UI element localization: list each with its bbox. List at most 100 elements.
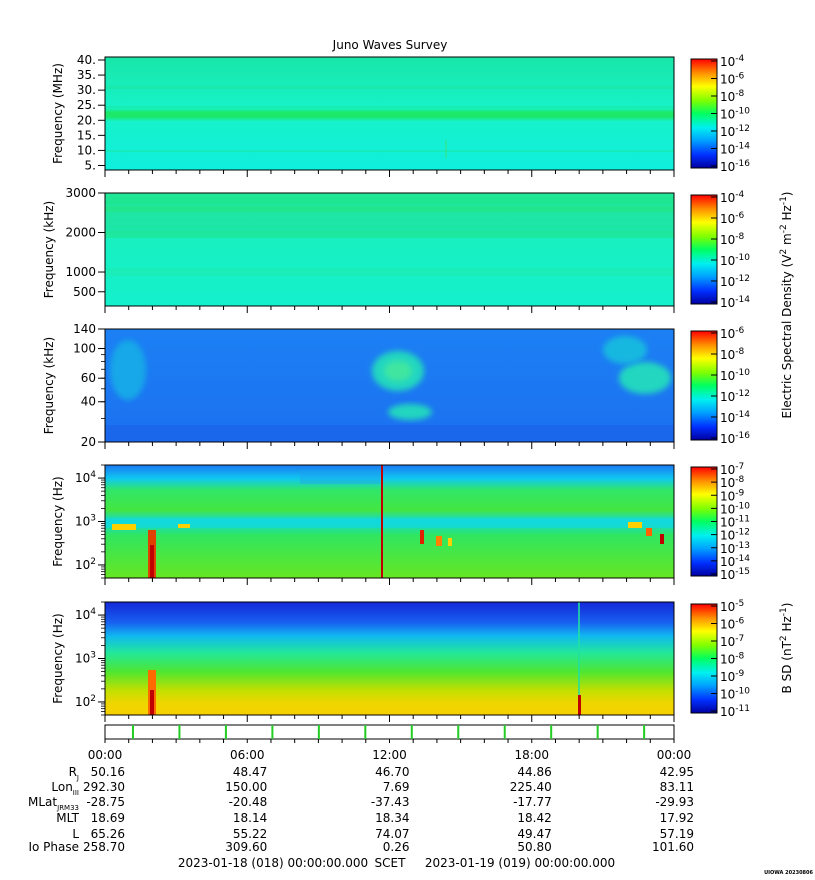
time-label: 12:00 xyxy=(372,748,407,762)
ephemeris-label: MLatJRM33 xyxy=(28,795,79,812)
time-label: 00:00 xyxy=(88,748,123,762)
panel-3-spectrogram xyxy=(105,329,674,442)
ephemeris-value: 57.19 xyxy=(660,827,694,841)
panel-1-axes: 5.10.15.20.25.30.35.40. Frequency (MHz) xyxy=(51,53,675,177)
time-label: 18:00 xyxy=(514,748,549,762)
colorbar-tick-label: 10-10 xyxy=(720,253,750,268)
ephemeris-value: 7.69 xyxy=(383,780,410,794)
colorbar-tick-label: 10-7 xyxy=(720,462,744,477)
colorbar-tick-label: 10-14 xyxy=(720,410,750,425)
y-tick-label: 104 xyxy=(75,470,96,485)
ephemeris-value: -29.93 xyxy=(655,795,694,809)
panel-2-spectrogram xyxy=(105,193,674,306)
ephemeris-value: 55.22 xyxy=(233,827,267,841)
colorbar-tick-label: 10-11 xyxy=(720,704,750,719)
y-tick-label: 102 xyxy=(75,694,96,709)
colorbar-1: 10-4 10-6 10-8 10-10 10-12 10-14 10-16 xyxy=(690,54,750,174)
ephemeris-label: Io Phase xyxy=(28,840,79,854)
footer-scet: SCET xyxy=(375,856,407,870)
colorbar-tick-label: 10-4 xyxy=(720,54,745,69)
y-tick-label: 103 xyxy=(75,514,96,529)
y-tick-label: 2000 xyxy=(65,226,96,240)
colorbar-4: 10-710-810-910-1010-1110-1210-1310-1410-… xyxy=(690,462,750,582)
colorbar-tick-label: 10-8 xyxy=(720,89,745,104)
colorbar-tick-label: 10-8 xyxy=(720,232,745,247)
y-tick-label: 40. xyxy=(77,53,96,67)
colorbar-tick-label: 10-8 xyxy=(720,475,745,490)
colorbar-tick-label: 10-10 xyxy=(720,368,750,383)
ephemeris-value: 18.69 xyxy=(91,811,125,825)
ephemeris-value: 44.86 xyxy=(517,765,551,779)
time-label: 06:00 xyxy=(230,748,265,762)
colorbar-tick-label: 10-11 xyxy=(720,515,750,530)
colorbar-tick-label: 10-9 xyxy=(720,669,745,684)
colorbar-tick-label: 10-12 xyxy=(720,528,750,543)
panel-5-axes: 102 103 104 Frequency (Hz) xyxy=(51,601,675,722)
ephemeris-value: 309.60 xyxy=(225,840,267,854)
ephemeris-value: 50.16 xyxy=(91,765,125,779)
y-tick-label: 60 xyxy=(81,371,96,385)
ephemeris-value: 17.92 xyxy=(660,811,694,825)
y-axis-label: Frequency (kHz) xyxy=(42,337,56,434)
ephemeris-value: -20.48 xyxy=(229,795,268,809)
panel-2-axes: 500 1000 2000 3000 Frequency (kHz) xyxy=(42,186,675,313)
y-tick-label: 104 xyxy=(75,607,96,622)
colorbar-label-magnetic: B SD (nT2 Hz-1) xyxy=(779,603,794,694)
y-tick-label: 30. xyxy=(77,83,96,97)
y-tick-label: 103 xyxy=(75,651,96,666)
colorbar-tick-label: 10-15 xyxy=(720,567,750,582)
footer-end-time: 2023-01-19 (019) 00:00:00.000 xyxy=(425,856,615,870)
ephemeris-label: L xyxy=(72,827,79,841)
y-tick-label: 100 xyxy=(73,342,96,356)
ephemeris-value: 292.30 xyxy=(83,780,125,794)
ephemeris-value: 18.42 xyxy=(517,811,551,825)
y-tick-label: 500 xyxy=(73,285,96,299)
ephemeris-value: 49.47 xyxy=(517,827,551,841)
colorbar-tick-label: 10-4 xyxy=(720,190,745,205)
y-tick-label: 140 xyxy=(73,322,96,336)
ephemeris-value: 18.34 xyxy=(375,811,409,825)
colorbar-tick-label: 10-16 xyxy=(720,431,750,446)
colorbar-tick-label: 10-14 xyxy=(720,554,750,569)
processing-stamp: UIOWA 20230806 xyxy=(764,870,813,876)
ephemeris-value: -17.77 xyxy=(513,795,552,809)
colorbar-tick-label: 10-6 xyxy=(720,72,745,87)
colorbar-tick-label: 10-5 xyxy=(720,599,744,614)
ephemeris-label: MLT xyxy=(56,811,79,825)
colorbar-tick-label: 10-12 xyxy=(720,124,750,139)
panel-4-axes: 102 103 104 Frequency (Hz) xyxy=(51,464,675,585)
colorbar-gradient xyxy=(690,330,718,441)
colorbar-tick-label: 10-14 xyxy=(720,295,750,310)
ephemeris-value: 18.14 xyxy=(233,811,267,825)
ephemeris-value: -28.75 xyxy=(86,795,125,809)
y-tick-label: 102 xyxy=(75,557,96,572)
y-tick-label: 25. xyxy=(77,98,96,112)
y-tick-label: 40 xyxy=(81,395,96,409)
ephemeris-value: 42.95 xyxy=(660,765,694,779)
colorbar-tick-label: 10-14 xyxy=(720,142,750,157)
y-tick-label: 1000 xyxy=(65,265,96,279)
y-axis-label: Frequency (kHz) xyxy=(42,201,56,298)
ephemeris-value: 65.26 xyxy=(91,827,125,841)
time-marker-strip: 00:00 06:00 12:00 18:00 00:00 xyxy=(88,724,691,762)
ephemeris-label: RJ xyxy=(69,765,79,782)
colorbar-tick-label: 10-8 xyxy=(720,347,745,362)
colorbar-tick-label: 10-6 xyxy=(720,326,745,341)
colorbar-tick-label: 10-7 xyxy=(720,634,744,649)
time-marker-frame xyxy=(104,724,675,740)
ephemeris-value: 48.47 xyxy=(233,765,267,779)
colorbar-tick-label: 10-8 xyxy=(720,652,745,667)
colorbar-3: 10-6 10-8 10-10 10-12 10-14 10-16 xyxy=(690,326,750,446)
y-tick-label: 3000 xyxy=(65,186,96,200)
ephemeris-value: 74.07 xyxy=(375,827,409,841)
colorbar-tick-label: 10-10 xyxy=(720,501,750,516)
panel-4-spectrogram xyxy=(105,465,674,578)
y-axis-label: Frequency (Hz) xyxy=(51,613,65,704)
colorbar-tick-label: 10-13 xyxy=(720,541,750,556)
figure-title: Juno Waves Survey xyxy=(332,38,448,52)
colorbar-tick-label: 10-16 xyxy=(720,159,750,174)
ephemeris-value: -37.43 xyxy=(371,795,410,809)
colorbar-tick-label: 10-10 xyxy=(720,107,750,122)
colorbar-tick-label: 10-6 xyxy=(720,211,745,226)
